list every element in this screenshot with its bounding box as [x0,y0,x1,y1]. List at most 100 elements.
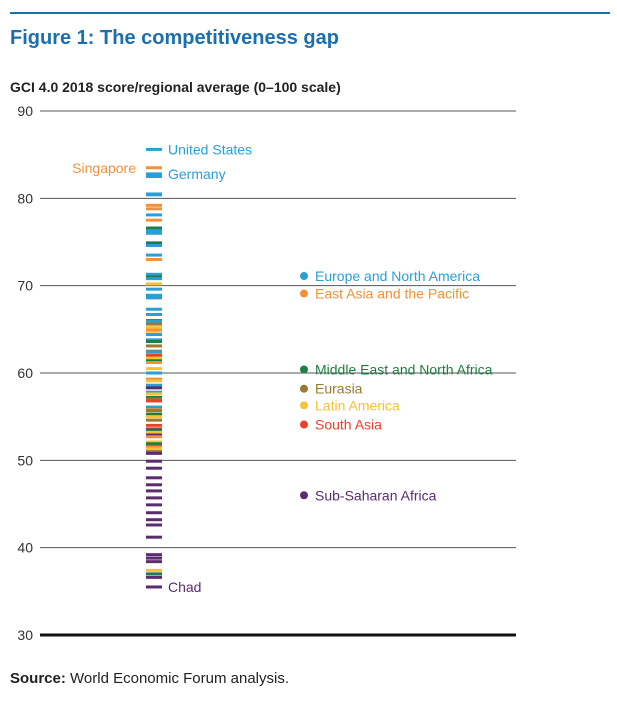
country-tick [146,450,162,454]
country-tick [146,459,162,463]
country-tick [146,412,162,416]
region-average-label: Sub-Saharan Africa [315,487,437,503]
country-tick [146,319,162,323]
country-tick [146,272,162,276]
country-tick [146,166,162,170]
country-tick [146,340,162,344]
region-average-dot [300,272,308,281]
region-average-dot [300,401,308,410]
country-tick [146,418,162,422]
country-tick [146,350,162,354]
country-tick [146,193,162,197]
country-tick [146,257,162,261]
country-tick [146,523,162,527]
country-tick [146,359,162,363]
country-tick [146,483,162,487]
region-average-dot [300,289,308,298]
figure-subtitle: GCI 4.0 2018 score/regional average (0–1… [10,79,341,95]
country-tick [146,213,162,217]
country-tick [146,361,162,365]
country-tick [146,326,162,330]
country-tick [146,338,162,342]
figure-title: Figure 1: The competitiveness gap [10,27,339,49]
country-tick [146,328,162,332]
source-note: Source: World Economic Forum analysis. [10,670,289,687]
country-tick [146,172,162,176]
country-tick [146,447,162,451]
country-tick [146,386,162,390]
country-tick [146,430,162,434]
country-tick [146,390,162,394]
region-average-label: East Asia and the Pacific [315,286,469,302]
country-tick [146,442,162,446]
country-tick [146,282,162,286]
region-average-label: Eurasia [315,381,363,397]
country-tick [146,433,162,437]
country-tick [146,226,162,230]
y-tick-label: 80 [17,190,33,206]
country-tick [146,371,162,375]
country-tick [146,147,162,151]
country-tick [146,241,162,245]
country-label-united-states: United States [168,141,252,157]
country-tick [146,356,162,360]
y-tick-label: 60 [17,365,33,381]
country-tick [146,435,162,439]
y-tick-label: 70 [17,278,33,294]
country-tick [146,399,162,403]
country-tick [146,489,162,493]
country-tick [146,231,162,235]
region-average-label: South Asia [315,417,382,433]
country-tick [146,445,162,449]
country-tick [146,243,162,247]
country-tick [146,575,162,579]
region-average-label: Europe and North America [315,268,480,284]
y-tick-label: 40 [17,540,33,556]
source-text: World Economic Forum analysis. [70,670,289,687]
country-tick [146,568,162,572]
country-label-germany: Germany [168,166,226,182]
country-tick [146,203,162,207]
country-tick [146,415,162,419]
country-tick [146,344,162,348]
country-tick [146,207,162,211]
country-tick [146,451,162,455]
country-tick [146,409,162,413]
country-tick [146,333,162,337]
country-tick [146,377,162,381]
country-label-chad: Chad [168,579,201,595]
country-tick [146,511,162,515]
country-tick [146,440,162,444]
y-tick-label: 30 [17,627,33,643]
country-label-singapore: Singapore [72,160,136,176]
country-tick [146,585,162,589]
country-tick [146,218,162,222]
country-tick [146,296,162,300]
country-tick [146,405,162,409]
country-tick [146,253,162,257]
country-tick [146,312,162,316]
country-tick [146,277,162,281]
country-tick [146,383,162,387]
country-tick [146,354,162,358]
country-tick [146,426,162,430]
country-tick [146,535,162,539]
country-tick [146,397,162,401]
country-tick [146,322,162,326]
country-tick [146,307,162,311]
country-tick [146,476,162,480]
country-tick [146,229,162,233]
y-tick-label: 50 [17,452,33,468]
country-tick [146,423,162,427]
country-tick [146,556,162,560]
country-tick [146,395,162,399]
region-average-dot [300,491,308,500]
title-rule [10,12,610,14]
country-tick [146,379,162,383]
country-tick [146,553,162,557]
country-tick [146,572,162,576]
y-tick-label: 90 [17,103,33,119]
country-tick [146,429,162,433]
region-average-dot [300,420,308,429]
